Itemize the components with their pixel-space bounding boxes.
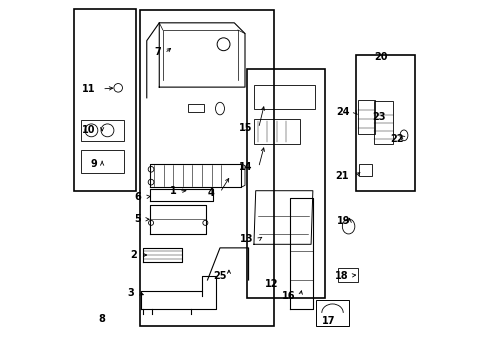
Text: 6: 6 xyxy=(135,192,142,202)
Text: 9: 9 xyxy=(90,159,97,169)
Text: 2: 2 xyxy=(130,250,137,260)
Bar xyxy=(188,104,204,112)
Text: 13: 13 xyxy=(241,234,254,244)
Text: 1: 1 xyxy=(171,186,177,196)
Text: 7: 7 xyxy=(154,47,161,57)
Bar xyxy=(356,55,415,191)
Text: 20: 20 xyxy=(374,52,388,62)
Bar xyxy=(74,9,136,191)
Text: 24: 24 xyxy=(336,107,350,117)
Bar xyxy=(140,10,273,327)
Text: 10: 10 xyxy=(82,125,96,135)
Bar xyxy=(373,102,393,144)
Text: 21: 21 xyxy=(335,171,348,181)
Text: 3: 3 xyxy=(127,288,134,297)
Text: 11: 11 xyxy=(82,84,96,94)
Text: 18: 18 xyxy=(335,271,348,282)
Bar xyxy=(247,69,325,298)
Bar xyxy=(317,300,348,327)
Text: 5: 5 xyxy=(134,214,141,224)
Bar xyxy=(358,100,375,134)
Text: 12: 12 xyxy=(265,279,278,289)
Text: 17: 17 xyxy=(322,316,336,326)
Text: 23: 23 xyxy=(372,112,386,122)
Bar xyxy=(81,150,123,173)
Bar xyxy=(81,120,123,141)
Text: 22: 22 xyxy=(391,134,404,144)
Text: 16: 16 xyxy=(282,291,295,301)
Text: 8: 8 xyxy=(98,314,105,324)
Text: 15: 15 xyxy=(239,123,252,133)
Text: 25: 25 xyxy=(213,271,226,282)
Bar xyxy=(254,119,300,144)
Bar xyxy=(254,85,315,109)
Text: 14: 14 xyxy=(239,162,252,172)
Text: 4: 4 xyxy=(208,188,215,198)
Bar xyxy=(359,164,372,176)
Text: 19: 19 xyxy=(337,216,350,226)
Bar xyxy=(338,267,358,282)
